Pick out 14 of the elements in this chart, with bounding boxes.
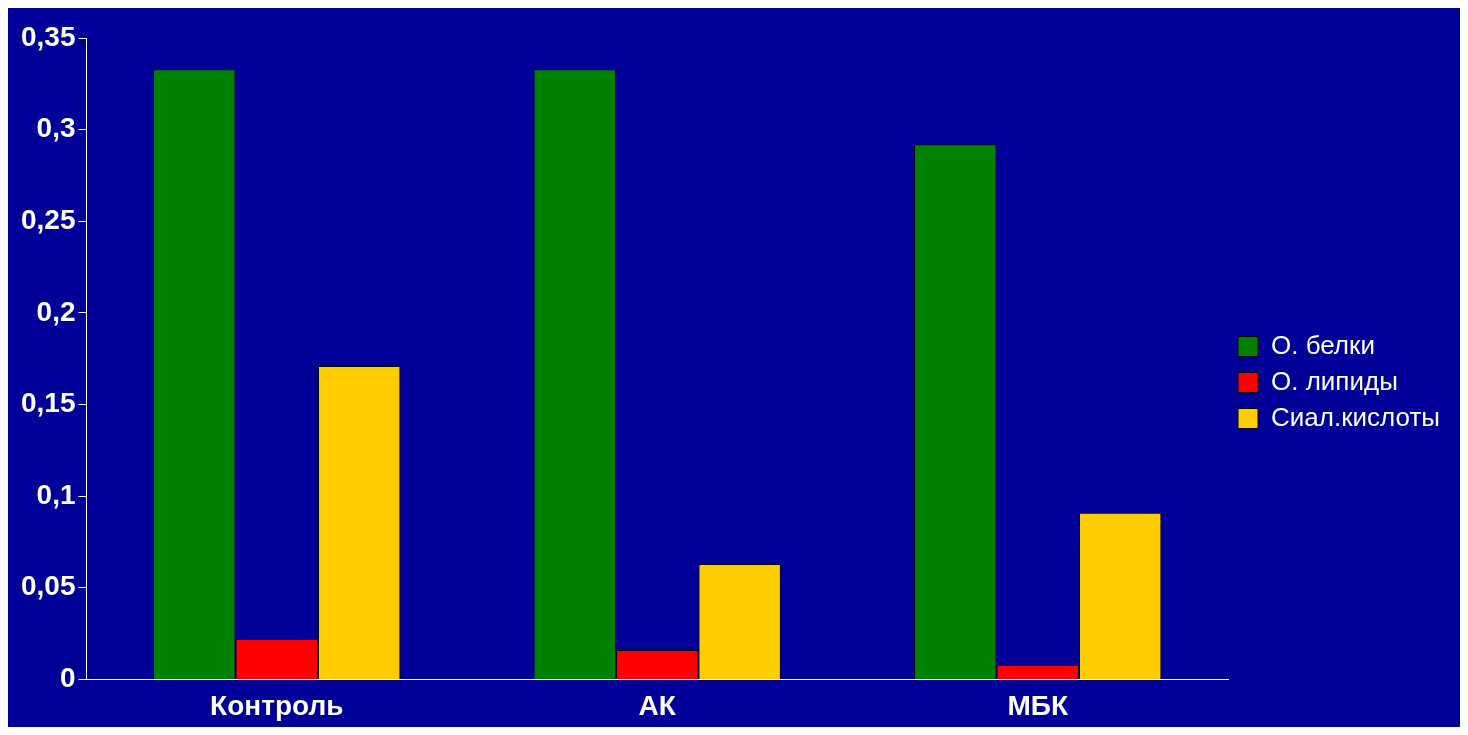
x-tick-label: МБК — [1007, 689, 1069, 721]
y-tick-label: 0,05 — [21, 570, 76, 602]
x-tick-label: Контроль — [210, 689, 344, 721]
y-tick-label: 0,2 — [36, 295, 76, 327]
legend-label: О. липиды — [1271, 365, 1398, 396]
legend-label: Сиал.кислоты — [1271, 401, 1440, 432]
y-tick-label: 0,25 — [21, 203, 76, 235]
y-tick-label: 0,1 — [36, 478, 76, 510]
y-tick-label: 0 — [59, 662, 76, 694]
y-tick-label: 0,35 — [21, 20, 76, 52]
legend-label: О. белки — [1271, 329, 1375, 360]
y-tick-label: 0,15 — [21, 387, 76, 419]
y-tick-label: 0,3 — [36, 112, 76, 144]
x-tick-label: АК — [638, 689, 677, 721]
